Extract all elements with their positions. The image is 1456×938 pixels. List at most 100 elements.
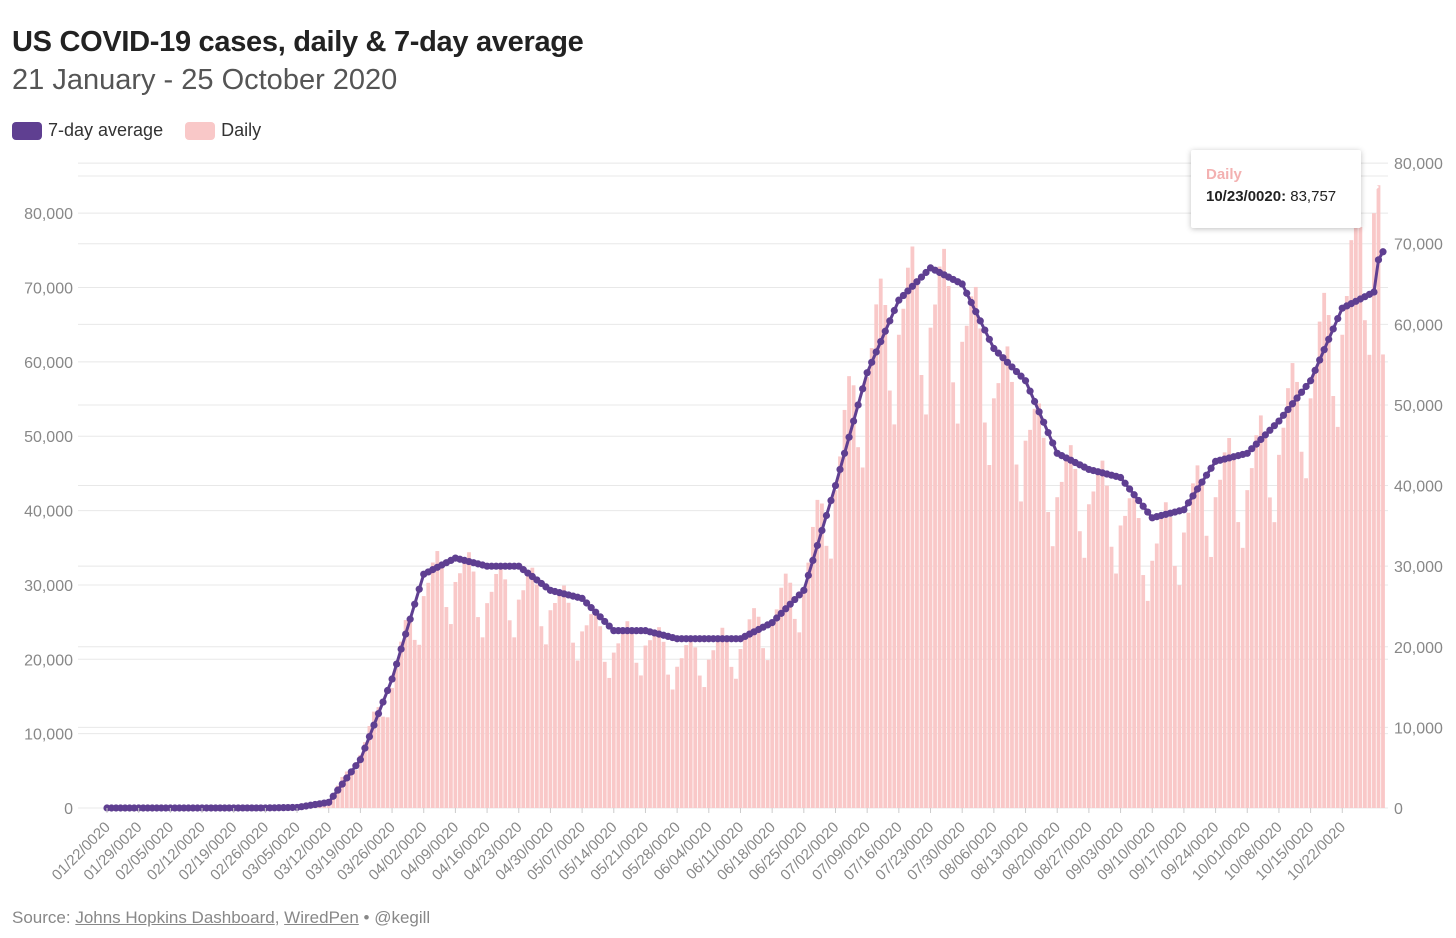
average-point	[804, 571, 812, 579]
daily-bar	[657, 627, 661, 808]
daily-bar	[408, 617, 413, 808]
daily-bar	[1272, 522, 1277, 808]
average-point	[958, 280, 966, 288]
daily-bar	[901, 308, 906, 808]
daily-bar	[951, 382, 956, 808]
daily-bar	[946, 286, 951, 808]
daily-bar	[1182, 532, 1186, 808]
daily-bar	[1059, 481, 1064, 808]
average-point	[1261, 431, 1269, 439]
daily-bar	[566, 602, 571, 808]
average-point	[782, 605, 790, 613]
average-point	[388, 675, 396, 683]
daily-bar	[435, 551, 440, 808]
daily-bar	[1159, 517, 1164, 808]
daily-bar	[815, 499, 820, 808]
average-point	[800, 586, 808, 594]
daily-bar	[1322, 292, 1327, 808]
daily-bar	[1041, 437, 1046, 808]
average-point	[1207, 464, 1215, 472]
y-left-tick-label: 60,000	[24, 355, 73, 372]
average-point	[1017, 372, 1025, 380]
daily-bar	[1195, 465, 1200, 808]
average-point	[1370, 288, 1378, 296]
average-point	[791, 595, 799, 604]
average-point	[881, 327, 889, 335]
average-point	[1044, 428, 1052, 437]
daily-bar	[1186, 512, 1191, 808]
daily-bar	[1308, 398, 1313, 808]
source-link-jhu[interactable]: Johns Hopkins Dashboard	[75, 908, 275, 927]
average-point	[1049, 439, 1057, 447]
daily-bar	[358, 755, 363, 808]
average-point	[361, 744, 369, 752]
daily-bar	[1096, 469, 1100, 808]
average-point	[601, 617, 609, 626]
daily-bar	[344, 771, 349, 808]
average-point	[1275, 417, 1283, 425]
daily-bar	[648, 640, 652, 808]
daily-bar	[991, 398, 996, 808]
average-point	[411, 600, 419, 608]
average-point	[845, 433, 853, 441]
source-link-wiredpen[interactable]: WiredPen	[284, 908, 359, 927]
daily-bar	[453, 581, 458, 808]
daily-bar	[335, 785, 340, 808]
daily-bar	[1001, 356, 1005, 808]
daily-bar	[498, 564, 503, 808]
y-left-tick-label: 10,000	[24, 727, 73, 744]
legend-item-daily[interactable]: Daily	[185, 120, 261, 141]
daily-bar	[476, 617, 480, 808]
daily-bar	[743, 636, 747, 808]
daily-bar	[1326, 315, 1331, 808]
daily-bar	[399, 641, 404, 808]
daily-bar	[1114, 573, 1118, 808]
daily-bar	[1050, 546, 1055, 808]
daily-bar	[471, 571, 476, 808]
average-point	[1307, 377, 1315, 385]
daily-bar	[684, 645, 689, 808]
daily-bar	[611, 652, 616, 808]
daily-bar	[865, 377, 870, 808]
average-point	[972, 308, 980, 316]
daily-bar	[1123, 515, 1127, 808]
average-point	[415, 585, 423, 593]
daily-bar	[1105, 485, 1109, 808]
daily-bar	[1353, 203, 1358, 808]
daily-bar	[1317, 321, 1322, 808]
daily-bar	[394, 667, 399, 808]
daily-bar	[996, 383, 1001, 808]
daily-bar	[675, 666, 680, 808]
y-right-tick-label: 10,000	[1394, 720, 1443, 737]
average-point	[392, 660, 401, 668]
tooltip-pointer	[1371, 180, 1379, 194]
average-point	[347, 768, 355, 776]
daily-bar	[1077, 531, 1082, 808]
daily-bar	[1037, 403, 1042, 808]
daily-bar	[752, 608, 756, 808]
legend-item-average[interactable]: 7-day average	[12, 120, 163, 141]
average-point	[963, 289, 971, 297]
daily-bar	[1231, 460, 1236, 808]
y-left-tick-label: 20,000	[24, 652, 73, 669]
daily-bar	[964, 325, 969, 808]
daily-bar	[810, 526, 815, 808]
y-left-tick-label: 70,000	[24, 281, 73, 298]
daily-bar	[1358, 226, 1363, 808]
daily-bar	[774, 609, 779, 808]
daily-bar	[1344, 296, 1349, 808]
daily-bar	[1028, 429, 1032, 808]
y-right-tick-label: 40,000	[1394, 479, 1443, 496]
y-left-tick-label: 40,000	[24, 504, 73, 521]
daily-bar	[1340, 334, 1345, 808]
daily-bar	[1277, 454, 1281, 808]
y-right-tick-label: 60,000	[1394, 317, 1443, 334]
daily-bar	[878, 278, 883, 808]
average-point	[922, 268, 930, 277]
daily-bar	[521, 590, 526, 808]
daily-bar	[1172, 565, 1177, 808]
average-point	[365, 733, 374, 741]
daily-bar	[915, 280, 919, 808]
daily-bar	[1331, 396, 1336, 808]
average-point	[827, 496, 835, 505]
